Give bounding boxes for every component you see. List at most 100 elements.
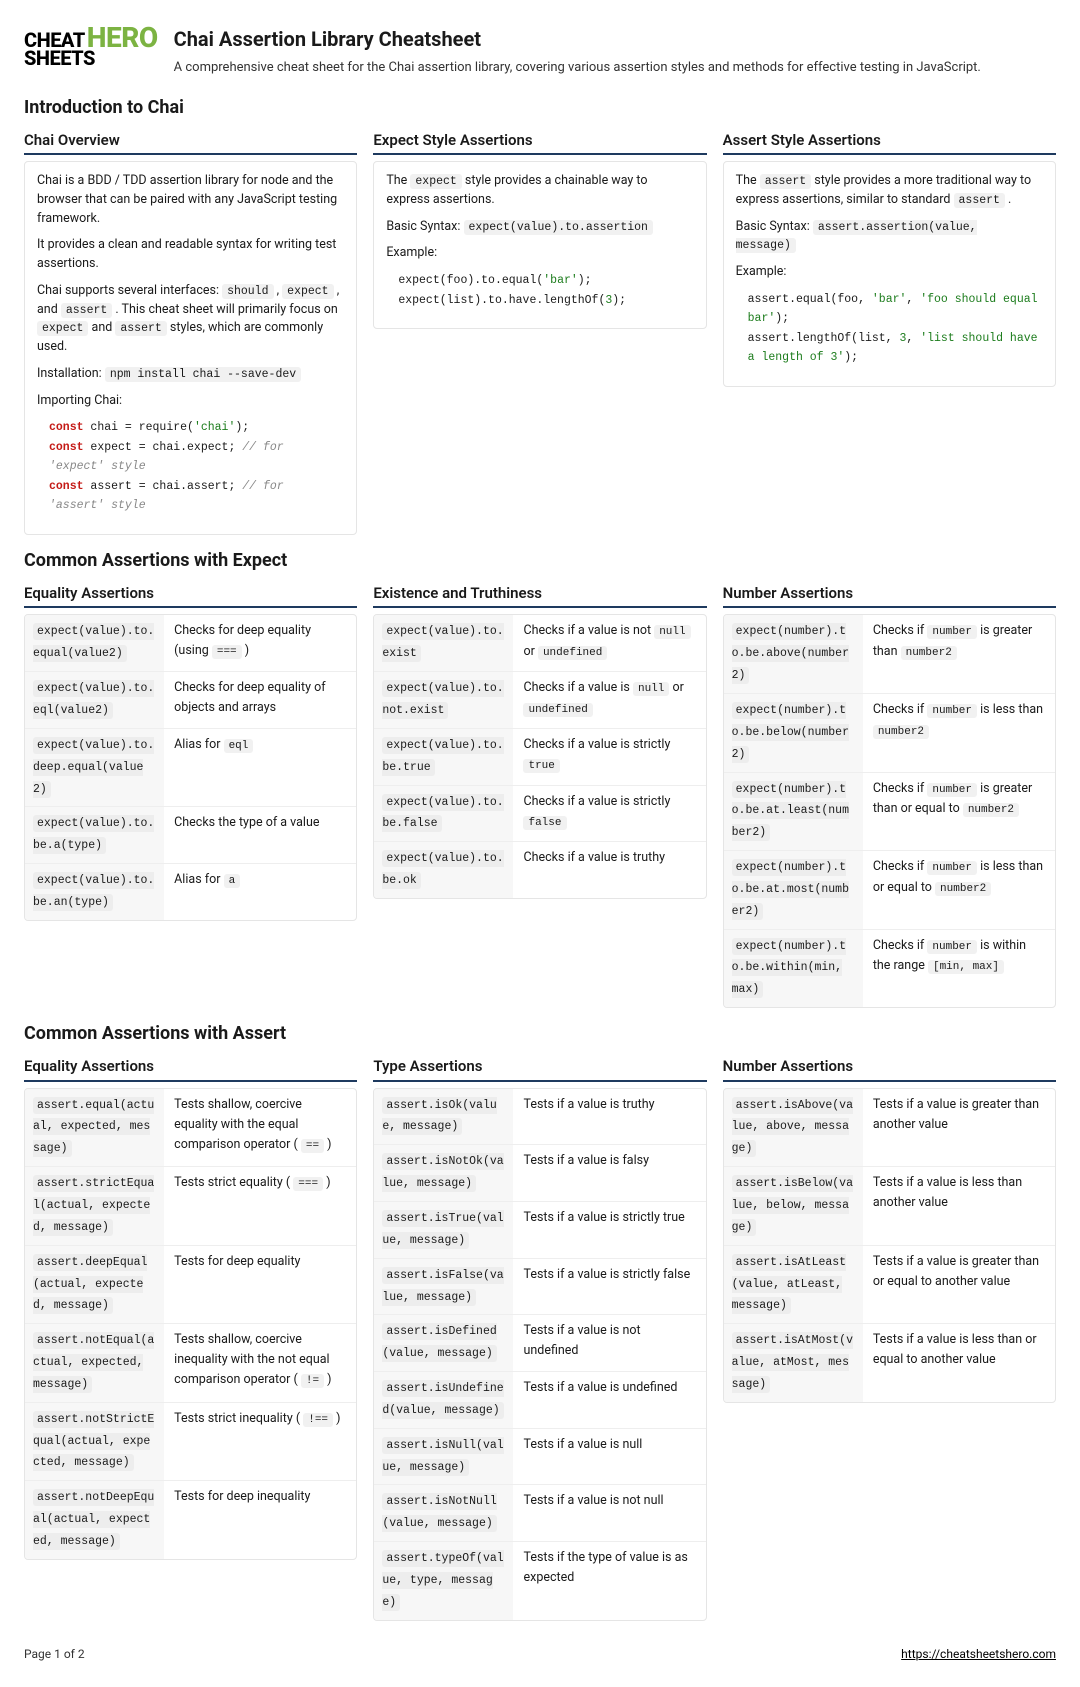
eq-heading: Equality Assertions bbox=[24, 582, 357, 609]
table-code: assert.isDefined(value, message) bbox=[374, 1315, 513, 1371]
logo-sheets: SHEETS bbox=[24, 48, 158, 68]
table-row: assert.isDefined(value, message)Tests if… bbox=[374, 1315, 705, 1372]
overview-card: Chai is a BDD / TDD assertion library fo… bbox=[24, 161, 357, 535]
table-row: assert.isUndefined(value, message)Tests … bbox=[374, 1372, 705, 1429]
anum-heading: Number Assertions bbox=[723, 1055, 1056, 1082]
num-table: expect(number).to.be.above(number2)Check… bbox=[723, 614, 1056, 1008]
table-code: expect(value).to.deep.equal(value2) bbox=[25, 729, 164, 807]
table-row: expect(value).to.be.falseChecks if a val… bbox=[374, 786, 705, 843]
expect-style-example: expect(foo).to.equal('bar'); expect(list… bbox=[398, 271, 693, 310]
table-row: assert.isAtMost(value, atMost, message)T… bbox=[724, 1324, 1055, 1402]
table-desc: Tests shallow, coercive equality with th… bbox=[164, 1089, 356, 1167]
table-row: assert.isNotNull(value, message)Tests if… bbox=[374, 1485, 705, 1542]
table-code: assert.isAtLeast(value, atLeast, message… bbox=[724, 1246, 863, 1324]
overview-p2: It provides a clean and readable syntax … bbox=[37, 236, 344, 274]
aeq-heading: Equality Assertions bbox=[24, 1055, 357, 1082]
overview-interfaces: Chai supports several interfaces: should… bbox=[37, 282, 344, 357]
table-desc: Checks for deep equality of objects and … bbox=[164, 672, 356, 728]
header: CHEAT HERO SHEETS Chai Assertion Library… bbox=[24, 24, 1056, 78]
table-row: expect(number).to.be.at.most(number2)Che… bbox=[724, 851, 1055, 930]
expect-style-heading: Expect Style Assertions bbox=[373, 129, 706, 156]
table-desc: Checks if a value is truthy bbox=[513, 842, 705, 898]
table-code: expect(value).to.not.exist bbox=[374, 672, 513, 728]
expect-style-desc: The expect style provides a chainable wa… bbox=[386, 172, 693, 210]
table-code: expect(value).to.eql(value2) bbox=[25, 672, 164, 728]
table-code: expect(number).to.be.below(number2) bbox=[724, 694, 863, 772]
table-desc: Tests if a value is truthy bbox=[513, 1089, 705, 1145]
table-code: assert.deepEqual(actual, expected, messa… bbox=[25, 1246, 164, 1324]
aeq-table: assert.equal(actual, expected, message)T… bbox=[24, 1088, 357, 1560]
table-desc: Tests for deep equality bbox=[164, 1246, 356, 1324]
table-desc: Tests if a value is less than another va… bbox=[863, 1167, 1055, 1245]
table-code: assert.isAtMost(value, atMost, message) bbox=[724, 1324, 863, 1402]
title-block: Chai Assertion Library Cheatsheet A comp… bbox=[174, 24, 981, 78]
overview-import-code: const chai = require('chai'); const expe… bbox=[49, 418, 344, 516]
table-code: assert.notDeepEqual(actual, expected, me… bbox=[25, 1481, 164, 1559]
table-desc: Tests if a value is falsy bbox=[513, 1145, 705, 1201]
table-desc: Tests for deep inequality bbox=[164, 1481, 356, 1559]
table-code: assert.isNotOk(value, message) bbox=[374, 1145, 513, 1201]
table-row: assert.typeOf(value, type, message)Tests… bbox=[374, 1542, 705, 1620]
table-desc: Checks if a value is strictly true bbox=[513, 729, 705, 785]
assert-style-syntax: Basic Syntax: assert.assertion(value, me… bbox=[736, 218, 1043, 256]
table-row: assert.isNotOk(value, message)Tests if a… bbox=[374, 1145, 705, 1202]
section-assert: Common Assertions with Assert bbox=[24, 1020, 1056, 1047]
table-code: assert.isNotNull(value, message) bbox=[374, 1485, 513, 1541]
table-row: expect(number).to.be.below(number2)Check… bbox=[724, 694, 1055, 773]
table-desc: Checks if number is greater than or equa… bbox=[863, 773, 1055, 851]
table-row: assert.isOk(value, message)Tests if a va… bbox=[374, 1089, 705, 1146]
table-code: assert.isFalse(value, message) bbox=[374, 1259, 513, 1315]
overview-heading: Chai Overview bbox=[24, 129, 357, 156]
table-code: assert.strictEqual(actual, expected, mes… bbox=[25, 1167, 164, 1245]
atype-table: assert.isOk(value, message)Tests if a va… bbox=[373, 1088, 706, 1621]
table-code: assert.notEqual(actual, expected, messag… bbox=[25, 1324, 164, 1402]
assert-style-example-label: Example: bbox=[736, 263, 1043, 282]
table-code: expect(value).to.be.true bbox=[374, 729, 513, 785]
table-row: assert.isFalse(value, message)Tests if a… bbox=[374, 1259, 705, 1316]
table-desc: Checks if number is greater than number2 bbox=[863, 615, 1055, 693]
expect-style-card: The expect style provides a chainable wa… bbox=[373, 161, 706, 329]
table-desc: Checks if a value is not null or undefin… bbox=[513, 615, 705, 671]
footer-link[interactable]: https://cheatsheetshero.com bbox=[901, 1645, 1056, 1663]
assert-style-heading: Assert Style Assertions bbox=[723, 129, 1056, 156]
eq-table: expect(value).to.equal(value2)Checks for… bbox=[24, 614, 357, 920]
table-desc: Alias for eql bbox=[164, 729, 356, 807]
table-row: expect(number).to.be.above(number2)Check… bbox=[724, 615, 1055, 694]
table-desc: Tests strict equality ( === ) bbox=[164, 1167, 356, 1245]
table-row: assert.isNull(value, message)Tests if a … bbox=[374, 1429, 705, 1486]
table-code: expect(number).to.be.above(number2) bbox=[724, 615, 863, 693]
table-code: assert.notStrictEqual(actual, expected, … bbox=[25, 1403, 164, 1481]
expect-style-example-label: Example: bbox=[386, 244, 693, 263]
table-row: assert.isAbove(value, above, message)Tes… bbox=[724, 1089, 1055, 1168]
table-code: expect(number).to.be.at.least(number2) bbox=[724, 773, 863, 851]
table-desc: Tests if a value is not null bbox=[513, 1485, 705, 1541]
table-code: assert.isUndefined(value, message) bbox=[374, 1372, 513, 1428]
table-desc: Tests strict inequality ( !== ) bbox=[164, 1403, 356, 1481]
overview-import-label: Importing Chai: bbox=[37, 392, 344, 411]
table-code: assert.isNull(value, message) bbox=[374, 1429, 513, 1485]
table-row: assert.isAtLeast(value, atLeast, message… bbox=[724, 1246, 1055, 1325]
table-code: expect(value).to.be.a(type) bbox=[25, 807, 164, 863]
table-row: assert.isTrue(value, message)Tests if a … bbox=[374, 1202, 705, 1259]
section-expect: Common Assertions with Expect bbox=[24, 547, 1056, 574]
table-code: expect(value).to.exist bbox=[374, 615, 513, 671]
page-number: Page 1 of 2 bbox=[24, 1645, 85, 1663]
table-code: assert.isOk(value, message) bbox=[374, 1089, 513, 1145]
table-code: assert.isBelow(value, below, message) bbox=[724, 1167, 863, 1245]
atype-heading: Type Assertions bbox=[373, 1055, 706, 1082]
table-row: expect(value).to.be.a(type)Checks the ty… bbox=[25, 807, 356, 864]
overview-p1: Chai is a BDD / TDD assertion library fo… bbox=[37, 172, 344, 228]
table-desc: Checks the type of a value bbox=[164, 807, 356, 863]
table-desc: Tests if a value is not undefined bbox=[513, 1315, 705, 1371]
page-subtitle: A comprehensive cheat sheet for the Chai… bbox=[174, 58, 981, 78]
table-row: expect(value).to.be.okChecks if a value … bbox=[374, 842, 705, 898]
table-row: expect(value).to.equal(value2)Checks for… bbox=[25, 615, 356, 672]
table-desc: Tests if a value is greater than another… bbox=[863, 1089, 1055, 1167]
anum-table: assert.isAbove(value, above, message)Tes… bbox=[723, 1088, 1056, 1403]
table-desc: Checks if a value is strictly false bbox=[513, 786, 705, 842]
table-row: assert.strictEqual(actual, expected, mes… bbox=[25, 1167, 356, 1246]
table-desc: Alias for a bbox=[164, 864, 356, 920]
table-row: expect(value).to.existChecks if a value … bbox=[374, 615, 705, 672]
section-intro: Introduction to Chai bbox=[24, 94, 1056, 121]
table-desc: Tests if a value is undefined bbox=[513, 1372, 705, 1428]
